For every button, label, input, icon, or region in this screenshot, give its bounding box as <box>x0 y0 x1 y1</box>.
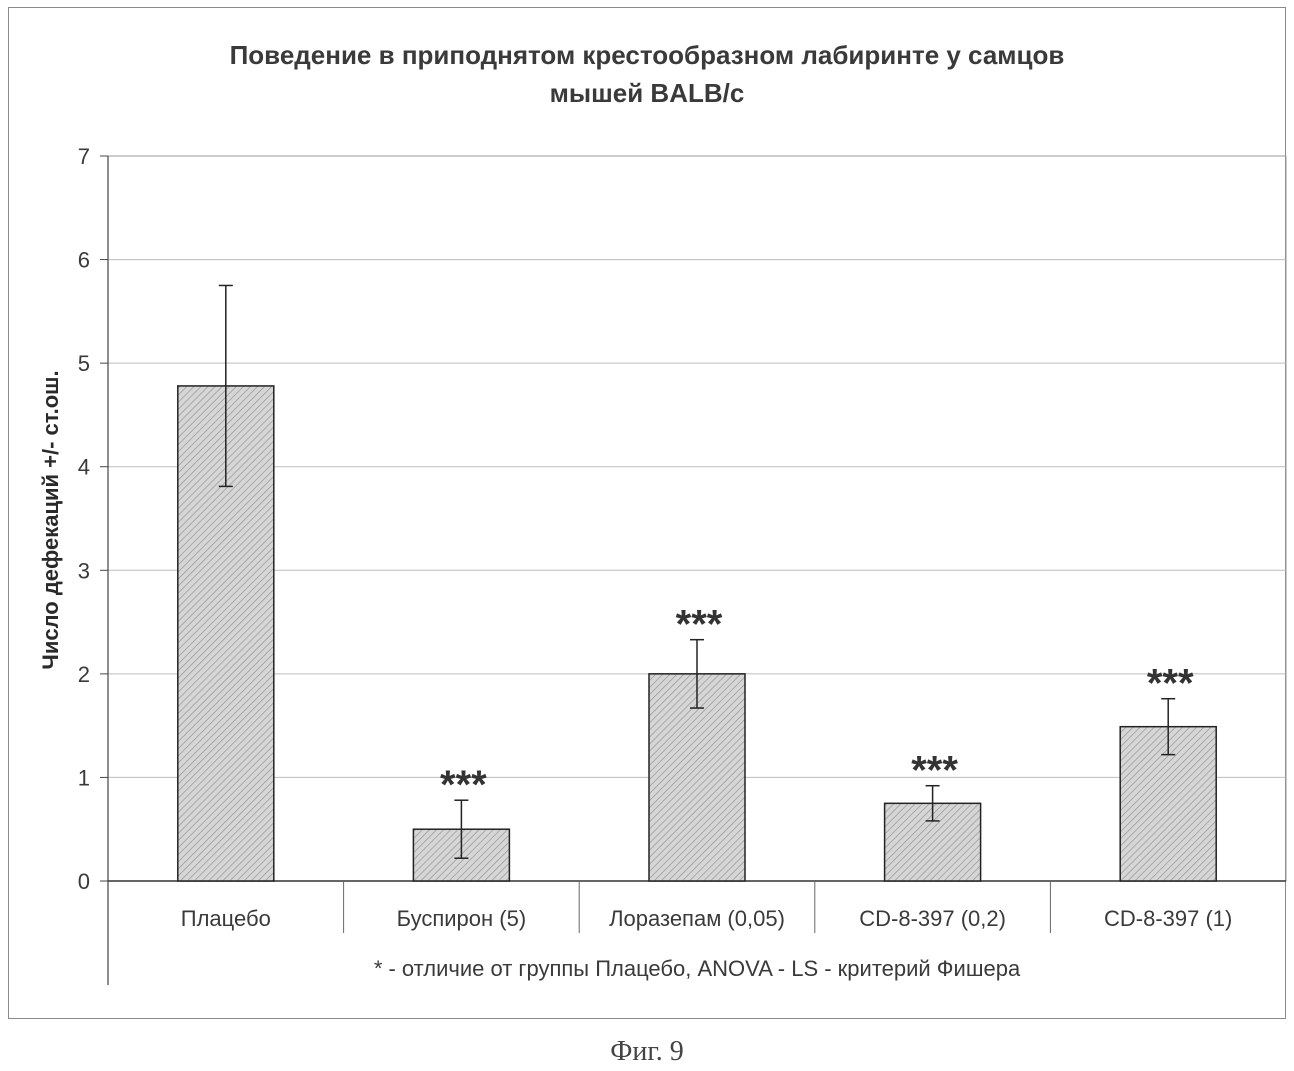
y-tick-label: 3 <box>78 558 90 583</box>
y-tick-label: 7 <box>78 144 90 169</box>
y-tick-label: 1 <box>78 765 90 790</box>
category-label: CD-8-397 (1) <box>1104 906 1232 931</box>
figure-caption: Фиг. 9 <box>0 1036 1294 1068</box>
y-tick-label: 2 <box>78 662 90 687</box>
y-axis-label: Число дефекаций +/- ст.ош. <box>38 370 63 669</box>
significance-marker: *** <box>911 749 958 793</box>
y-tick-label: 5 <box>78 351 90 376</box>
significance-marker: *** <box>1147 662 1194 706</box>
y-tick-label: 4 <box>78 455 90 480</box>
y-tick-label: 6 <box>78 248 90 273</box>
significance-marker: *** <box>676 603 723 647</box>
category-label: Плацебо <box>181 906 271 931</box>
category-label: Лоразепам (0,05) <box>609 906 785 931</box>
footnote: * - отличие от группы Плацебо, ANOVA - L… <box>108 956 1286 982</box>
y-tick-label: 0 <box>78 869 90 894</box>
category-label: CD-8-397 (0,2) <box>859 906 1006 931</box>
category-label: Буспирон (5) <box>397 906 527 931</box>
significance-marker: *** <box>440 763 487 807</box>
